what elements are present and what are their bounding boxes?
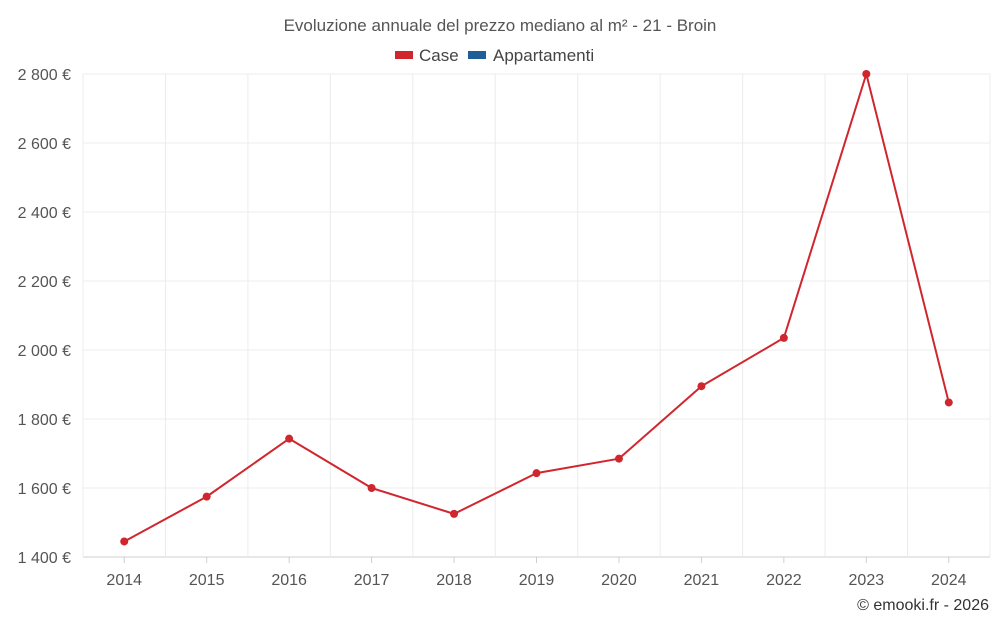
chart-title: Evoluzione annuale del prezzo mediano al… xyxy=(284,16,717,35)
grid xyxy=(82,73,991,558)
x-tick-label: 2018 xyxy=(436,572,472,589)
data-point[interactable] xyxy=(202,492,211,501)
x-tick-label: 2016 xyxy=(271,572,307,589)
legend: Case Appartamenti xyxy=(395,46,594,65)
x-tick-label: 2024 xyxy=(931,572,967,589)
series-layer xyxy=(120,70,953,546)
data-point[interactable] xyxy=(450,509,459,518)
x-tick-label: 2021 xyxy=(684,572,720,589)
y-tick-label: 2 200 € xyxy=(18,274,71,291)
x-tick-label: 2020 xyxy=(601,572,637,589)
y-tick-label: 2 000 € xyxy=(18,343,71,360)
legend-label-appartamenti: Appartamenti xyxy=(493,46,594,65)
data-point[interactable] xyxy=(285,434,294,443)
legend-label-case: Case xyxy=(419,46,459,65)
data-point[interactable] xyxy=(697,382,706,391)
y-tick-label: 2 400 € xyxy=(18,205,71,222)
x-tick-label: 2022 xyxy=(766,572,802,589)
legend-item-appartamenti[interactable]: Appartamenti xyxy=(468,46,594,65)
data-point[interactable] xyxy=(367,484,376,492)
data-point[interactable] xyxy=(614,454,623,463)
y-axis: 1 400 € 1 600 € 1 800 € 2 000 € 2 200 € 2 400… xyxy=(18,67,71,567)
x-tick-label: 2014 xyxy=(106,572,142,589)
y-tick-label: 1 800 € xyxy=(18,412,71,429)
data-point[interactable] xyxy=(120,537,129,546)
legend-swatch-appartamenti xyxy=(468,51,486,59)
y-tick-label: 1 600 € xyxy=(18,481,71,498)
data-point[interactable] xyxy=(944,398,953,407)
legend-item-case[interactable]: Case xyxy=(395,46,459,65)
y-tick-label: 2 600 € xyxy=(18,136,71,153)
data-point[interactable] xyxy=(862,70,871,78)
data-point[interactable] xyxy=(779,333,788,342)
data-point[interactable] xyxy=(532,469,541,478)
x-axis: 2014 2015 2016 2017 2018 2019 2020 2021 2022 2023… xyxy=(106,557,967,589)
x-tick-label: 2015 xyxy=(189,572,225,589)
x-tick-label: 2017 xyxy=(354,572,390,589)
y-tick-label: 2 800 € xyxy=(18,67,71,84)
y-tick-label: 1 400 € xyxy=(18,550,71,567)
x-tick-label: 2023 xyxy=(849,572,885,589)
credit-text: © emooki.fr - 2026 xyxy=(857,597,989,614)
x-tick-label: 2019 xyxy=(519,572,555,589)
legend-swatch-case xyxy=(395,51,413,59)
